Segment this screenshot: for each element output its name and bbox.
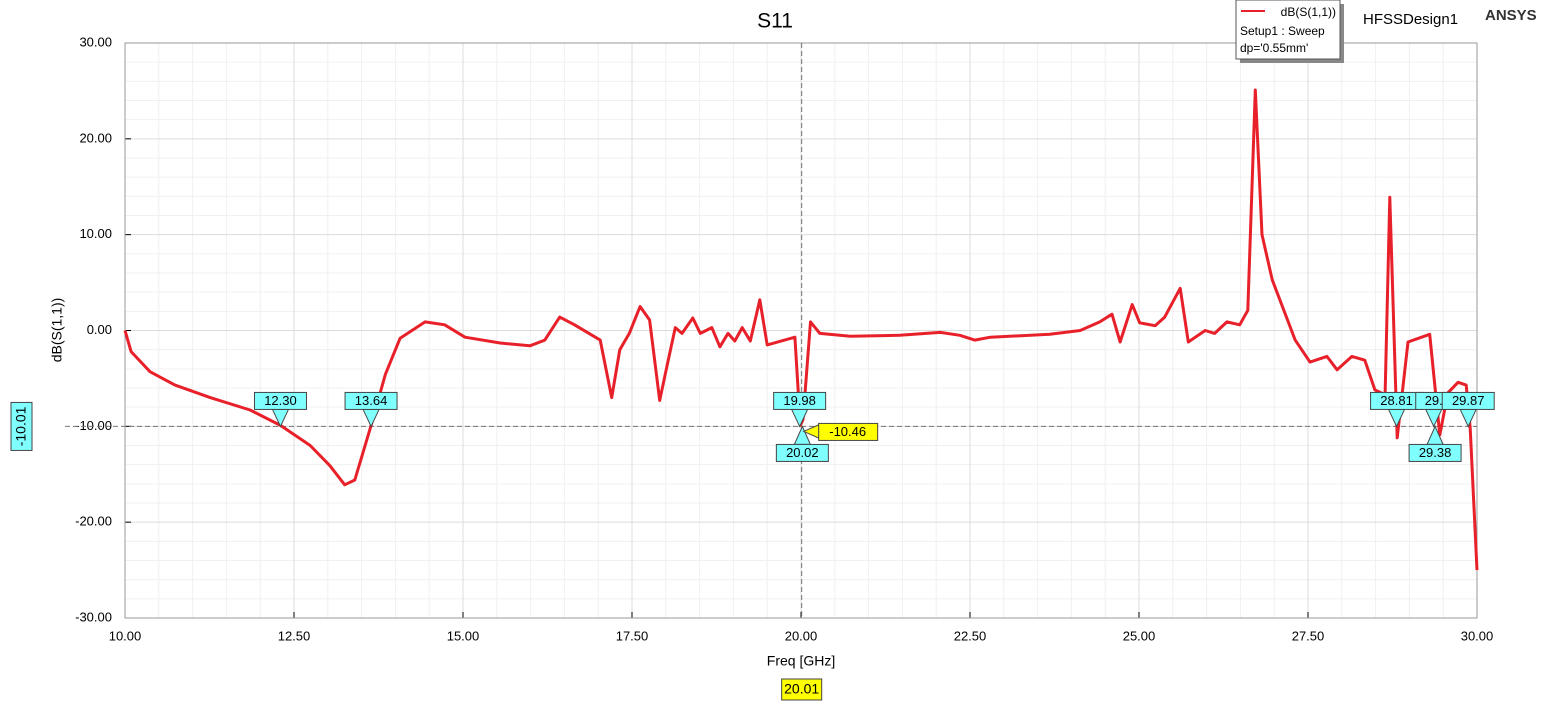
y-tick-label: -20.00 bbox=[75, 514, 112, 529]
marker-label: 19.98 bbox=[783, 393, 816, 408]
marker-pointer bbox=[790, 408, 809, 428]
marker-pointer bbox=[362, 408, 380, 428]
y-tick-label: 30.00 bbox=[79, 34, 112, 49]
x-tick-label: 12.50 bbox=[278, 628, 311, 643]
x-cursor-box bbox=[781, 678, 823, 701]
x-tick-label: 30.00 bbox=[1461, 628, 1494, 643]
marker-label: 29.38 bbox=[1419, 445, 1452, 460]
marker: 13.64 bbox=[344, 391, 398, 428]
marker-box bbox=[253, 391, 307, 410]
marker: 28.81 bbox=[1370, 391, 1424, 428]
x-tick-label: 20.00 bbox=[785, 628, 818, 643]
marker-box bbox=[1441, 391, 1495, 410]
y-cursor-box bbox=[10, 401, 33, 451]
marker-label: 13.64 bbox=[355, 393, 388, 408]
legend-label: dB(S(1,1)) bbox=[1281, 5, 1336, 19]
x-tick-label: 10.00 bbox=[109, 628, 142, 643]
x-cursor-label: 20.01 bbox=[784, 681, 819, 697]
marker-box bbox=[1408, 443, 1462, 462]
chart-title: S11 bbox=[757, 10, 793, 33]
marker-box bbox=[344, 391, 398, 410]
marker: 20.02 bbox=[775, 425, 829, 462]
x-tick-label: 17.50 bbox=[616, 628, 649, 643]
cursor-value-label: -10.46 bbox=[829, 424, 866, 439]
y-tick-label: -10.00 bbox=[75, 418, 112, 433]
marker-label: 28.81 bbox=[1380, 393, 1413, 408]
marker: 29.87 bbox=[1441, 391, 1495, 428]
marker-box bbox=[775, 443, 829, 462]
x-tick-label: 25.00 bbox=[1123, 628, 1156, 643]
brand: ANSYS bbox=[1485, 7, 1537, 24]
marker: 19.98 bbox=[773, 391, 827, 428]
cursor-value-box bbox=[818, 422, 879, 441]
x-axis-label: Freq [GHz] bbox=[767, 653, 835, 669]
marker-pointer bbox=[1459, 408, 1477, 428]
legend-text: dp='0.55mm' bbox=[1240, 41, 1308, 55]
x-tick-label: 22.50 bbox=[954, 628, 987, 643]
series-line bbox=[123, 88, 1479, 571]
design-name: HFSSDesign1 bbox=[1363, 11, 1458, 28]
y-tick-label: -30.00 bbox=[75, 609, 112, 624]
cursor-value: -10.46 bbox=[802, 422, 879, 441]
y-cursor-label: -10.01 bbox=[13, 406, 29, 446]
marker: 29.38 bbox=[1408, 425, 1462, 462]
marker-label: 29.87 bbox=[1452, 393, 1485, 408]
y-axis-label: dB(S(1,1)) bbox=[49, 298, 65, 363]
marker-label: 12.30 bbox=[264, 393, 297, 408]
x-tick-label: 27.50 bbox=[1292, 628, 1325, 643]
marker-pointer bbox=[1387, 408, 1406, 428]
marker-label: 20.02 bbox=[786, 445, 819, 460]
legend-text: Setup1 : Sweep bbox=[1240, 24, 1325, 38]
marker-label: 29. bbox=[1425, 393, 1443, 408]
y-tick-label: 0.00 bbox=[87, 322, 112, 337]
marker-box bbox=[773, 391, 827, 410]
y-tick-label: 20.00 bbox=[79, 130, 112, 145]
x-tick-label: 15.00 bbox=[447, 628, 480, 643]
y-tick-label: 10.00 bbox=[79, 226, 112, 241]
legend-box bbox=[1235, 0, 1341, 60]
marker: 12.30 bbox=[253, 391, 307, 428]
